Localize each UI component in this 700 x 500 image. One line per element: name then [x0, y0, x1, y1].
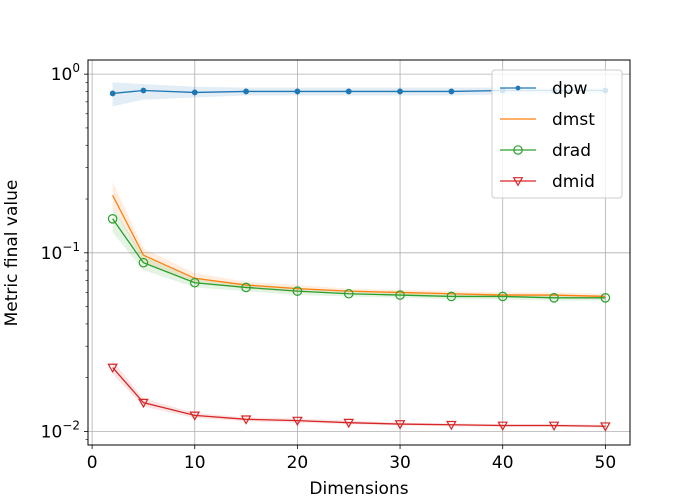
legend-dpw-marker	[515, 85, 521, 91]
y-tick-label: 10−2	[41, 418, 80, 442]
x-axis-ticks: 0 10 20 30 40 50	[87, 445, 616, 473]
x-tick-label: 40	[492, 453, 514, 473]
dmid-point	[292, 416, 303, 427]
dmid-point	[497, 421, 509, 432]
drad-point	[497, 291, 508, 302]
drad-point	[549, 292, 559, 303]
dmid-point	[138, 398, 149, 409]
dpw-point	[294, 88, 301, 95]
y-axis-label: Metric final value	[2, 180, 22, 327]
dpw-point	[109, 90, 116, 97]
dpw-point	[191, 89, 198, 96]
drad-point	[600, 292, 611, 303]
dmid-point	[189, 411, 201, 421]
drad-point	[189, 277, 200, 288]
drad-point	[107, 214, 118, 224]
legend-drad-label: drad	[552, 141, 591, 161]
x-tick-label: 10	[184, 453, 206, 473]
drad-point	[241, 282, 251, 293]
legend-dmid-label: dmid	[552, 172, 595, 192]
dmid-point	[343, 418, 355, 429]
dpw-point	[140, 87, 147, 94]
y-tick-base: 10	[41, 244, 63, 264]
x-axis-label: Dimensions	[309, 479, 408, 499]
y-tick-exponent: −2	[62, 418, 80, 432]
dmid-point	[394, 420, 406, 430]
dpw-point	[448, 88, 455, 95]
dpw-point	[345, 88, 352, 95]
dmid-line	[112, 367, 606, 427]
x-tick-label: 20	[287, 453, 309, 473]
dmid-point	[240, 415, 252, 425]
drad-line	[112, 218, 606, 299]
confidence-bands	[112, 82, 606, 428]
dmid-point	[548, 421, 560, 432]
y-tick-label: 10−1	[41, 240, 80, 264]
drad-point	[446, 291, 457, 302]
legend-box	[491, 69, 623, 199]
dmid-point	[600, 422, 611, 432]
legend-dpw-label: dpw	[552, 79, 588, 99]
y-tick-base: 10	[41, 422, 63, 442]
dpw-point	[397, 88, 403, 95]
drad-point	[395, 290, 405, 300]
x-tick-label: 30	[389, 453, 411, 473]
legend-dmid-marker	[512, 177, 524, 187]
dmid-point	[446, 420, 457, 431]
dpw-band	[112, 82, 606, 107]
y-tick-exponent: 0	[72, 61, 80, 75]
x-tick-label: 50	[595, 453, 617, 473]
legend-dmst-label: dmst	[552, 110, 595, 130]
drad-point	[292, 286, 303, 296]
y-tick-label: 100	[51, 61, 80, 85]
dmid-point	[107, 363, 118, 374]
y-tick-base: 10	[51, 65, 73, 85]
drad-point	[343, 288, 354, 299]
dmst-line	[112, 194, 606, 298]
drad-point	[138, 257, 149, 268]
y-tick-exponent: −1	[62, 240, 80, 254]
x-tick-label: 0	[87, 453, 98, 473]
legend-drad-marker	[513, 145, 523, 155]
legend: dpw dmst drad dmid	[491, 69, 623, 199]
dpw-point	[243, 88, 249, 95]
